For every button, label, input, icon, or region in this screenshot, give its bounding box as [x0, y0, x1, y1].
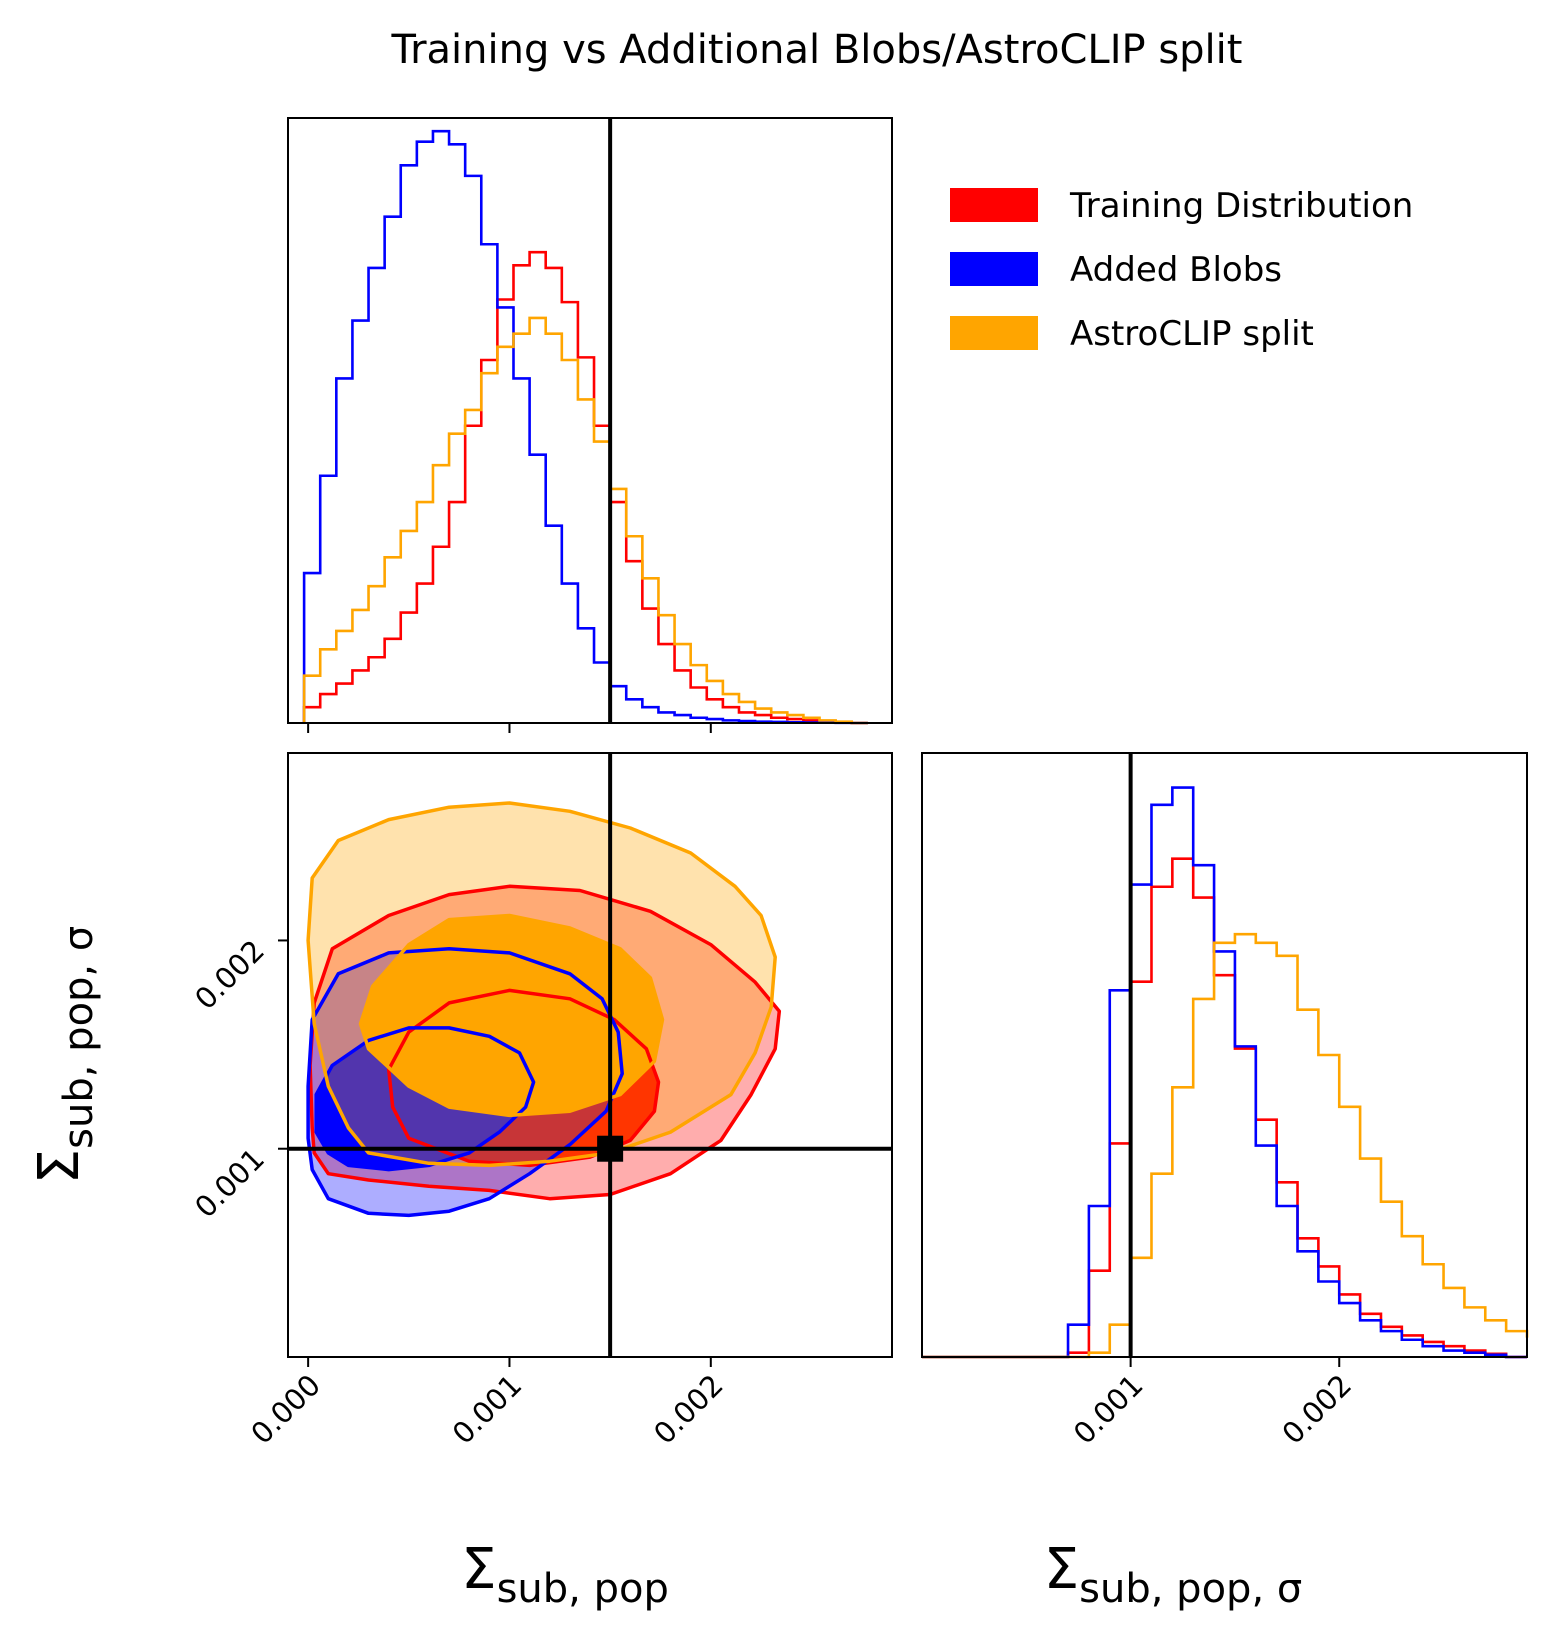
x-axis-label-subscript: sub, pop — [497, 1566, 669, 1612]
histogram-y-orange — [922, 932, 1529, 1359]
panel-frame — [287, 117, 893, 724]
x-axis-label-subscript: sub, pop, σ — [1079, 1566, 1302, 1612]
legend: Training Distribution Added Blobs AstroCLI… — [950, 186, 1413, 354]
marginal-panel-x — [287, 117, 893, 733]
y-axis-label-base: Σ — [27, 1149, 92, 1184]
legend-label: Added Blobs — [1070, 250, 1282, 290]
histogram-x-blue — [302, 129, 868, 725]
legend-swatch-orange — [950, 316, 1038, 350]
contour-group — [306, 801, 782, 1218]
y-axis-label-sigma-sub-pop-sigma: Σsub, pop, σ — [27, 926, 102, 1184]
x-axis-label-base: Σ — [1044, 1537, 1079, 1602]
histogram-x-red — [302, 250, 868, 725]
x-tick-label: 0.001 — [1067, 1368, 1150, 1451]
x-tick-label: 0.000 — [244, 1368, 327, 1451]
histogram-y-red — [922, 857, 1527, 1359]
contour-fill-inner-orange — [360, 915, 663, 1116]
x-axis-label-base: Σ — [461, 1537, 496, 1602]
x-tick-label: 0.002 — [1275, 1368, 1358, 1451]
contour-line-outer-blue — [306, 947, 624, 1218]
x-axis-label-sigma-sub-pop-sigma: Σsub, pop, σ — [1044, 1537, 1302, 1612]
x-tick-label: 0.001 — [446, 1368, 529, 1451]
legend-swatch-blue — [950, 252, 1038, 286]
marginal-panel-y: 0.001 0.002 — [921, 752, 1529, 1451]
x-tick-label: 0.002 — [647, 1368, 730, 1451]
chart-title: Training vs Additional Blobs/AstroCLIP s… — [391, 27, 1243, 73]
histogram-x-orange — [302, 316, 868, 725]
contour-line-inner-blue — [314, 1026, 536, 1172]
legend-label: AstroCLIP split — [1070, 314, 1314, 354]
joint-panel: 0.000 0.001 0.002 0.001 0.002 — [188, 752, 893, 1451]
y-tick-label: 0.002 — [188, 933, 271, 1016]
contour-line-inner-orange — [358, 913, 665, 1118]
x-axis-label-sigma-sub-pop: Σsub, pop — [461, 1537, 669, 1612]
legend-label: Training Distribution — [1069, 186, 1413, 226]
truth-marker — [597, 1135, 624, 1162]
axis-labels: Σsub, pop Σsub, pop, σ Σsub, pop, σ — [27, 926, 1302, 1612]
contour-line-outer-red — [308, 884, 782, 1201]
legend-swatch-red — [950, 188, 1038, 222]
histogram-y-blue — [922, 786, 1527, 1359]
panel-frame — [921, 752, 1528, 1358]
y-tick-label: 0.001 — [188, 1142, 271, 1225]
panel-frame — [287, 752, 893, 1358]
y-axis-label-subscript: sub, pop, σ — [56, 926, 102, 1149]
